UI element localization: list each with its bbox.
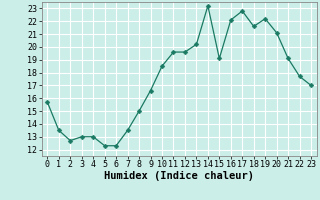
X-axis label: Humidex (Indice chaleur): Humidex (Indice chaleur) <box>104 171 254 181</box>
